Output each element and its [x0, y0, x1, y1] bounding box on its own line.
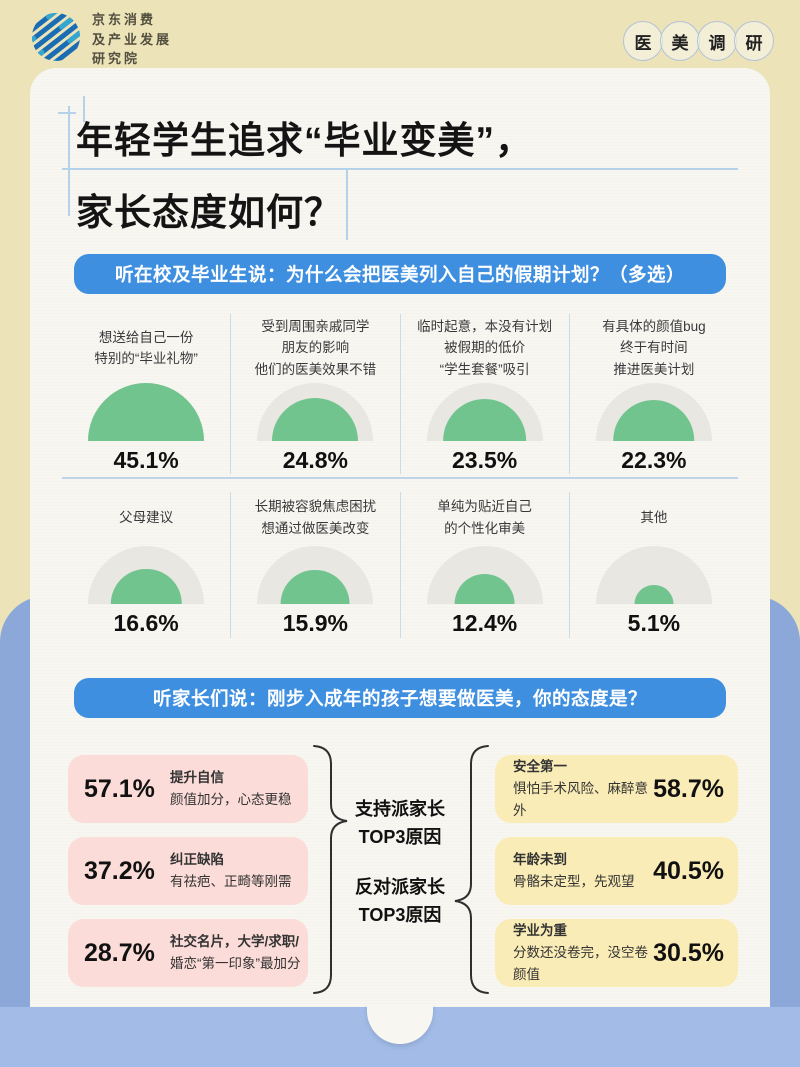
support-group-label: 支持派家长 TOP3原因: [355, 799, 445, 847]
students-chart-row-2: 父母建议 16.6% 长期被容貌焦虑困扰 想通过做医美改变 15: [62, 492, 738, 638]
students-question-banner: 听在校及毕业生说：为什么会把医美列入自己的假期计划？（多选）: [74, 254, 726, 294]
chart-cell: 想送给自己一份 特别的“毕业礼物” 45.1%: [62, 314, 230, 474]
oppose-reason-pct: 30.5%: [653, 938, 724, 967]
row-divider: [62, 477, 738, 479]
chart-cell: 临时起意，本没有计划 被假期的低价 “学生套餐”吸引 23.5%: [399, 314, 569, 474]
students-chart-row-1: 想送给自己一份 特别的“毕业礼物” 45.1% 受到周围亲戚同学 朋友的影响 他…: [62, 314, 738, 474]
content-card: 年轻学生追求“毕业变美”， 家长态度如何？ 听在校及毕业生说：为什么会把医美列入…: [30, 68, 770, 1007]
support-reason-pct: 57.1%: [84, 774, 155, 803]
guide-tick-vertical: [83, 96, 85, 122]
oppose-reason-text: 年龄未到 骨骼未定型，先观望: [513, 851, 635, 889]
guide-tick-horizontal: [58, 112, 76, 114]
badge-char: 研: [734, 21, 774, 61]
semicircle-chart: [255, 546, 375, 604]
oppose-reason-box: 学业为重 分数还没卷完，没空卷颜值 30.5%: [495, 919, 738, 987]
chart-cell: 长期被容貌焦虑困扰 想通过做医美改变 15.9%: [230, 492, 399, 638]
semicircle-chart: [86, 546, 206, 604]
jd-institute-logo: 京东消费 及产业发展 研究院: [22, 3, 172, 71]
oppose-reason-pct: 40.5%: [653, 856, 724, 885]
chart-value: 15.9%: [282, 610, 348, 636]
semicircle-chart: [86, 383, 206, 441]
support-reason-box: 28.7% 社交名片，大学/求职/ 婚恋“第一印象”最加分: [68, 919, 308, 987]
oppose-reason-text: 安全第一 惧怕手术风险、麻醉意外: [513, 758, 648, 819]
chart-cell: 有具体的颜值bug 终于有时间 推进医美计划 22.3%: [568, 314, 738, 474]
chart-cell: 受到周围亲戚同学 朋友的影响 他们的医美效果不错 24.8%: [230, 314, 399, 474]
page-title-line1: 年轻学生追求“毕业变美”，: [76, 120, 533, 161]
chart-value: 5.1%: [627, 610, 681, 636]
chart-value: 24.8%: [282, 447, 348, 473]
support-reason-text: 提升自信 颜值加分，心态更稳: [170, 769, 292, 807]
badge-char: 美: [660, 21, 700, 61]
chart-label: 其他: [640, 510, 668, 526]
semicircle-chart: [255, 383, 375, 441]
oppose-group-label: 反对派家长 TOP3原因: [355, 877, 445, 925]
oppose-reason-pct: 58.7%: [653, 774, 724, 803]
semicircle-chart: [594, 383, 714, 441]
chart-value: 23.5%: [452, 447, 518, 473]
support-reason-box: 57.1% 提升自信 颜值加分，心态更稳: [68, 755, 308, 823]
semicircle-chart: [594, 546, 714, 604]
chart-value: 45.1%: [113, 447, 179, 473]
support-brace: [313, 745, 348, 994]
support-reason-text: 社交名片，大学/求职/ 婚恋“第一印象”最加分: [170, 933, 301, 971]
chart-value: 12.4%: [452, 610, 518, 636]
chart-label: 单纯为贴近自己 的个性化审美: [437, 499, 532, 536]
guide-line-vertical: [68, 106, 70, 216]
guide-line-vertical: [346, 168, 348, 240]
chart-fill: [634, 584, 674, 604]
jd-institute-name: 京东消费 及产业发展 研究院: [92, 10, 172, 69]
support-reason-pct: 28.7%: [84, 938, 155, 967]
oppose-reason-box: 年龄未到 骨骼未定型，先观望 40.5%: [495, 837, 738, 905]
survey-badge: 医 美 调 研: [623, 21, 774, 61]
oppose-reason-box: 安全第一 惧怕手术风险、麻醉意外 58.7%: [495, 755, 738, 823]
support-reason-text: 纠正缺陷 有祛疤、正畸等刚需: [170, 851, 292, 889]
chart-label: 临时起意，本没有计划 被假期的低价 “学生套餐”吸引: [417, 318, 553, 377]
page-title-line2: 家长态度如何？: [76, 192, 342, 233]
logo-line: 研究院: [92, 51, 141, 66]
chart-value: 22.3%: [621, 447, 687, 473]
semicircle-chart: [425, 546, 545, 604]
logo-line: 京东消费: [92, 12, 157, 27]
guide-line-horizontal: [62, 168, 738, 170]
chart-label: 受到周围亲戚同学 朋友的影响 他们的医美效果不错: [254, 318, 377, 377]
chart-cell: 父母建议 16.6%: [62, 492, 230, 638]
oppose-reason-text: 学业为重 分数还没卷完，没空卷颜值: [513, 922, 648, 983]
chart-cell: 其他 5.1%: [568, 492, 738, 638]
parents-question-banner: 听家长们说：刚步入成年的孩子想要做医美，你的态度是？: [74, 678, 726, 718]
logo-line: 及产业发展: [92, 31, 173, 47]
support-reason-pct: 37.2%: [84, 856, 155, 885]
semicircle-chart: [425, 383, 545, 441]
badge-char: 调: [697, 21, 737, 61]
chart-label: 有具体的颜值bug 终于有时间 推进医美计划: [602, 318, 706, 377]
chart-label: 父母建议: [119, 510, 174, 526]
chart-cell: 单纯为贴近自己 的个性化审美 12.4%: [399, 492, 569, 638]
jd-logo-icon: [22, 3, 90, 71]
oppose-brace: [454, 745, 489, 994]
support-reason-box: 37.2% 纠正缺陷 有祛疤、正畸等刚需: [68, 837, 308, 905]
chart-label: 想送给自己一份 特别的“毕业礼物”: [94, 329, 198, 367]
chart-fill: [88, 383, 205, 441]
badge-char: 医: [623, 21, 663, 61]
chart-label: 长期被容貌焦虑困扰 想通过做医美改变: [254, 499, 377, 536]
chart-value: 16.6%: [113, 610, 179, 636]
